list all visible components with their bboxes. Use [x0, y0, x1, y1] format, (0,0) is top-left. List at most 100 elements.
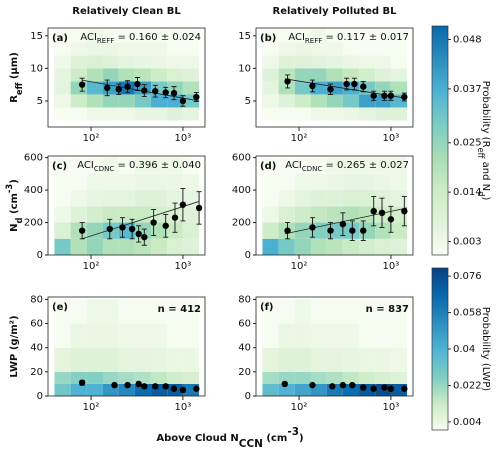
- x-tick-label: 10²: [291, 261, 308, 272]
- heat-cell: [182, 68, 200, 82]
- heat-cell: [151, 323, 168, 348]
- y-tick-label: 200: [24, 218, 43, 229]
- data-point: [195, 204, 203, 212]
- heat-cell: [151, 173, 168, 191]
- y-tick-label: 600: [24, 153, 43, 164]
- heat-cell: [390, 29, 408, 43]
- heat-cell: [390, 157, 408, 174]
- data-point: [78, 81, 86, 88]
- data-point: [309, 381, 316, 389]
- heat-cell: [294, 190, 312, 207]
- annotation: ACICDNC = 0.265 ± 0.027: [285, 160, 409, 173]
- annotation-part: CDNC: [94, 165, 115, 173]
- heat-cell: [54, 81, 71, 95]
- heat-cell: [134, 68, 152, 82]
- heat-cell: [86, 383, 104, 396]
- colorbar-tick-label: 0.003: [453, 237, 482, 248]
- heat-cell: [359, 68, 376, 82]
- data-point: [141, 383, 148, 390]
- heat-cell: [70, 68, 87, 82]
- heat-cell: [326, 190, 343, 207]
- heat-cell: [86, 68, 104, 82]
- heatmap: [54, 157, 200, 255]
- y-tick-label: 600: [232, 153, 251, 164]
- heat-cell: [375, 29, 391, 43]
- y-axis-label: Reff (μm): [9, 52, 24, 103]
- heat-cell: [342, 94, 360, 108]
- heat-cell: [118, 347, 135, 372]
- colorbar-label-part: and N: [480, 158, 491, 191]
- heat-cell: [182, 42, 200, 56]
- heat-cell: [182, 347, 200, 372]
- colorbar-label-part: ): [480, 196, 491, 200]
- heat-cell: [118, 94, 135, 108]
- heat-cell: [151, 190, 168, 207]
- heat-cell: [151, 94, 168, 108]
- heat-cell: [86, 238, 104, 255]
- y-tick-label: 400: [24, 185, 43, 196]
- colorbar-label-part: Probability (R: [480, 81, 491, 148]
- colorbar-tick-label: 0.058: [453, 308, 482, 319]
- heat-cell: [359, 94, 376, 108]
- data-point: [284, 78, 291, 85]
- heat-cell: [278, 238, 295, 255]
- y-tick-label: 10: [30, 63, 43, 74]
- axes-frame: [47, 155, 206, 256]
- data-point: [381, 92, 388, 99]
- colorbar-label: Probability (LWP): [480, 307, 491, 392]
- heatmap: [54, 299, 200, 396]
- heat-cell: [342, 29, 360, 43]
- heatmap: [54, 29, 200, 121]
- heat-cell: [167, 55, 183, 69]
- heat-cell: [294, 299, 312, 324]
- heat-cell: [86, 347, 104, 372]
- data-point: [162, 222, 169, 229]
- heat-cell: [294, 107, 312, 121]
- y-tick-label: 60: [30, 319, 43, 330]
- heat-cell: [54, 299, 71, 324]
- heat-cell: [118, 42, 135, 56]
- heat-cell: [342, 323, 360, 348]
- annotation-part: = 0.265 ± 0.027: [322, 160, 409, 171]
- heat-cell: [278, 42, 295, 56]
- heat-cell: [86, 222, 104, 239]
- heat-cell: [262, 299, 279, 324]
- x-tick-label: 10²: [83, 261, 100, 272]
- heat-cell: [54, 347, 71, 372]
- heat-cell: [342, 383, 360, 396]
- heat-cell: [294, 81, 312, 95]
- heat-cell: [70, 29, 87, 43]
- data-point: [119, 224, 126, 231]
- heat-cell: [342, 68, 360, 82]
- heat-cell: [54, 238, 71, 255]
- data-point: [329, 383, 336, 390]
- heat-cell: [311, 323, 327, 348]
- heat-cell: [70, 94, 87, 108]
- y-axis-label: LWP (g/m²): [9, 315, 20, 377]
- heat-cell: [359, 371, 376, 384]
- column-title: Relatively Clean BL: [72, 6, 181, 17]
- heat-cell: [326, 238, 343, 255]
- heat-cell: [262, 323, 279, 348]
- heat-cell: [54, 323, 71, 348]
- y-tick-label: 20: [30, 367, 43, 378]
- heat-cell: [311, 107, 327, 121]
- data-point: [171, 214, 179, 221]
- heat-cell: [311, 190, 327, 207]
- heat-cell: [103, 107, 119, 121]
- heat-cell: [359, 29, 376, 43]
- colorbar-tick-label: 0.025: [453, 138, 482, 149]
- y-tick-label: 200: [232, 218, 251, 229]
- heat-cell: [167, 68, 183, 82]
- annotation: ACIREFF = 0.117 ± 0.017: [288, 32, 409, 45]
- heat-cell: [359, 42, 376, 56]
- colorbar-label: Probability (Reff and Nd): [477, 81, 492, 201]
- data-point: [106, 225, 113, 233]
- heat-cell: [103, 157, 119, 174]
- heat-cell: [118, 383, 135, 396]
- heat-cell: [278, 371, 295, 384]
- heat-cell: [167, 29, 183, 43]
- heat-cell: [103, 299, 119, 324]
- annotation-part: ACI: [77, 160, 94, 171]
- axes-frame: [255, 296, 414, 397]
